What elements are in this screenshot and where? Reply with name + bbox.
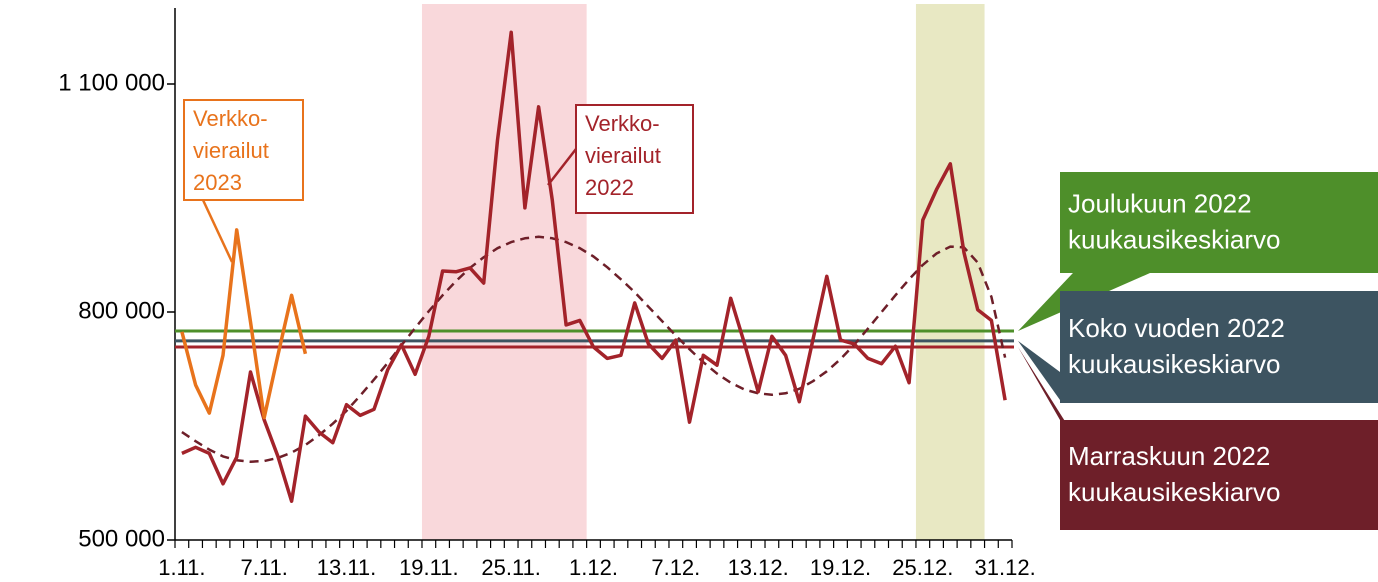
x-tick-label: 7.11. bbox=[241, 555, 288, 580]
x-tick-label: 13.12. bbox=[728, 555, 789, 580]
label-text: kuukausikeskiarvo bbox=[1068, 477, 1280, 507]
series-line bbox=[181, 30, 1007, 503]
highlight-band bbox=[915, 4, 985, 540]
x-tick-label: 7.12. bbox=[651, 555, 700, 580]
trend-line bbox=[181, 235, 1007, 463]
label-text: Joulukuun 2022 bbox=[1068, 188, 1252, 218]
annotation-text: 2023 bbox=[193, 170, 242, 195]
y-tick-label: 800 000 bbox=[78, 297, 165, 324]
x-tick-label: 25.11. bbox=[481, 555, 541, 580]
x-tick-label: 19.12. bbox=[810, 555, 871, 580]
pointer bbox=[1018, 346, 1080, 445]
annotation-text: vierailut bbox=[193, 138, 269, 163]
label-text: Koko vuoden 2022 bbox=[1068, 313, 1285, 343]
x-tick-label: 1.12. bbox=[569, 555, 618, 580]
label-text: kuukausikeskiarvo bbox=[1068, 349, 1280, 379]
x-tick-label: 19.11. bbox=[399, 555, 459, 580]
series-line bbox=[180, 228, 308, 420]
label-box bbox=[1060, 291, 1378, 403]
label-text: kuukausikeskiarvo bbox=[1068, 224, 1280, 254]
pointer bbox=[1018, 340, 1060, 400]
x-tick-label: 1.11. bbox=[158, 555, 205, 580]
label-box bbox=[1060, 420, 1378, 530]
y-tick-label: 1 100 000 bbox=[58, 69, 165, 96]
callout-line bbox=[201, 199, 234, 263]
annotation-text: 2022 bbox=[585, 175, 634, 200]
annotation-box bbox=[575, 104, 694, 214]
x-tick-label: 25.12. bbox=[892, 555, 953, 580]
annotation-box bbox=[183, 99, 304, 201]
label-box bbox=[1060, 172, 1378, 273]
x-tick-label: 31.12. bbox=[975, 555, 1036, 580]
annotation-text: Verkko- bbox=[585, 111, 660, 136]
annotation-text: Verkko- bbox=[193, 106, 268, 131]
y-tick-label: 500 000 bbox=[78, 525, 165, 552]
annotation-text: vierailut bbox=[585, 143, 661, 168]
x-tick-label: 13.11. bbox=[317, 555, 377, 580]
label-text: Marraskuun 2022 bbox=[1068, 441, 1270, 471]
